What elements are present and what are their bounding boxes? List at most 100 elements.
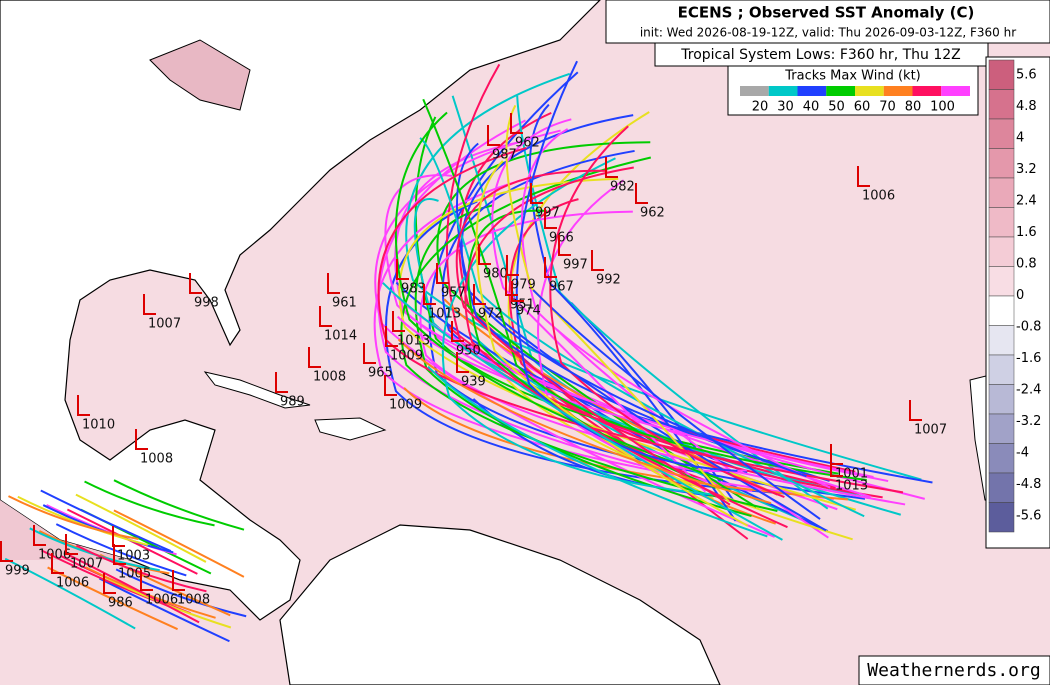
low-marker [456,352,469,373]
track [397,338,772,505]
track [68,554,200,624]
low-marker [396,259,409,280]
low-pressure-label: 957 [441,286,466,301]
low-marker [558,235,571,256]
north-america [0,0,601,621]
track [460,114,827,532]
wind-label: 50 [828,100,845,115]
low-marker [308,347,321,368]
low-pressure-label: 1007 [914,423,947,438]
low-marker [909,400,922,421]
track [382,282,783,541]
low-marker [77,395,90,416]
low-pressure-label: 961 [332,296,357,311]
low-pressure-label: 998 [194,296,219,311]
colorbar-cell [988,59,1015,90]
low-marker [635,183,648,204]
track [8,495,139,540]
low-pressure-label: 1007 [70,557,103,572]
colorbar-cell [988,89,1015,120]
track [377,146,904,494]
low-marker [544,257,557,278]
wind-label: 70 [879,100,896,115]
low-pressure-label: 980 [483,267,508,282]
wind-legend-title: Tracks Max Wind (kt) [784,69,921,84]
low-pressure-label: 979 [511,278,536,293]
colorbar-cell [988,207,1015,238]
low-marker [319,306,332,327]
colorbar-label: -4.8 [1016,477,1041,492]
low-pressure-label: 1008 [313,370,346,385]
low-pressure-label: 1001 [835,467,868,482]
track [422,98,867,482]
colorbar-cell [988,236,1015,267]
low-pressure-label: 939 [461,375,486,390]
low-marker [172,570,185,591]
low-marker [327,273,340,294]
low-marker [140,570,153,591]
low-marker [591,250,604,271]
colorbar-cell [988,118,1015,149]
colorbar-cell [988,325,1015,356]
low-pressure-label: 992 [596,273,621,288]
track [55,523,187,577]
wind-label: 60 [854,100,871,115]
track [516,95,829,510]
track [373,177,834,501]
colorbar-label: 0 [1016,288,1024,303]
low-pressure-label: 1008 [177,593,210,608]
track [515,60,738,472]
low-pressure-label: 1006 [56,576,89,591]
colorbar-label: 1.6 [1016,225,1037,240]
track [75,493,207,563]
low-marker [857,166,870,187]
low-marker [487,125,500,146]
low-pressure-label: 1005 [118,567,151,582]
track [113,479,245,531]
low-pressure-label: 967 [549,280,574,295]
track [75,544,207,593]
low-pressure-label: 1013 [835,479,868,494]
south-america [279,524,721,685]
low-pressure-label: 983 [401,282,426,297]
low-marker [510,113,523,134]
low-marker [0,541,13,562]
low-marker [103,573,116,594]
low-marker [113,544,126,565]
track [4,557,136,630]
low-marker [143,294,156,315]
low-pressure-label: 987 [492,148,517,163]
track [419,137,865,518]
colorbar-cell [988,295,1015,326]
low-marker [544,208,557,229]
low-pressure-label: 962 [640,206,665,221]
cuba [203,371,311,409]
colorbar-cell [988,443,1015,474]
colorbar-label: -3.2 [1016,414,1041,429]
colorbar-label: -0.8 [1016,320,1041,335]
low-marker [189,273,202,294]
low-pressure-label: 997 [535,206,560,221]
wind-swatch [883,86,913,96]
low-marker [605,157,618,178]
track [47,566,179,631]
low-marker [65,534,78,555]
colorbar-label: 4.8 [1016,99,1037,114]
track [113,509,245,578]
colorbar-label: 4 [1016,131,1024,146]
colorbar-label: -1.6 [1016,351,1041,366]
wind-swatch [768,86,798,96]
low-pressure-label: 1010 [82,418,115,433]
low-pressure-label: 965 [368,366,393,381]
hispaniola [314,417,387,441]
wind-swatch [912,86,942,96]
low-marker [505,275,518,296]
low-pressure-label: 1009 [390,349,423,364]
title: ECENS ; Observed SST Anomaly (C) [678,4,975,22]
low-pressure-label: 989 [280,395,305,410]
colorbar-label: 0.8 [1016,257,1037,272]
track [40,489,172,553]
low-marker [473,284,486,305]
